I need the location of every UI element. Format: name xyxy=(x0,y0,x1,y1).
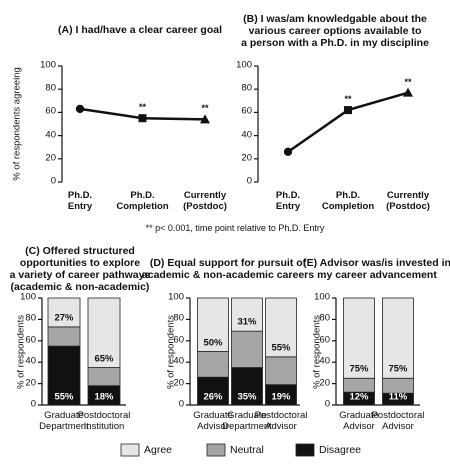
bar-segment xyxy=(343,297,375,379)
value-label: 75% xyxy=(349,363,369,375)
y-tick-label: 20 xyxy=(319,377,330,389)
value-label: 18% xyxy=(94,391,114,403)
bar-segment xyxy=(47,345,81,406)
value-label: 26% xyxy=(203,391,223,403)
y-tick-label: 80 xyxy=(25,312,36,324)
y-tick-label: 80 xyxy=(173,312,184,324)
value-label: 31% xyxy=(237,316,257,328)
x-tick-label: Graduate Department xyxy=(39,410,89,432)
bar-segment xyxy=(231,297,263,332)
y-tick-label: 60 xyxy=(45,105,56,117)
y-tick-label: 80 xyxy=(45,82,56,94)
annotation: ** xyxy=(404,76,412,87)
marker xyxy=(75,104,85,114)
marker xyxy=(283,147,293,157)
y-tick-label: 0 xyxy=(324,398,330,410)
marker xyxy=(344,106,352,115)
y-tick-label: 60 xyxy=(241,105,252,117)
marker xyxy=(403,87,413,97)
x-tick-label: Currently (Postdoc) xyxy=(183,190,227,212)
bar-segment xyxy=(382,297,414,379)
annotation: ** xyxy=(344,93,352,104)
value-label: 11% xyxy=(388,391,408,403)
x-tick-label: Graduate Department xyxy=(222,410,272,432)
x-tick-label: Ph.D. Completion xyxy=(321,190,375,212)
value-label: 65% xyxy=(94,353,114,365)
y-tick-label: 100 xyxy=(314,291,330,303)
x-tick-label: Ph.D. Entry xyxy=(275,190,301,212)
y-tick-label: 40 xyxy=(173,355,184,367)
bar-segment xyxy=(343,377,375,393)
value-label: 35% xyxy=(237,391,257,403)
legend-swatch xyxy=(206,443,226,457)
bar-segment xyxy=(231,330,263,368)
y-tick-label: 40 xyxy=(241,129,252,141)
y-tick-label: 0 xyxy=(50,175,56,187)
y-tick-label: 20 xyxy=(241,152,252,164)
y-tick-label: 100 xyxy=(236,59,252,71)
bar-segment xyxy=(197,351,229,378)
chart-title: (E) Advisor was/is invested in my career… xyxy=(303,256,450,281)
x-tick-label: Postdoctoral Institution xyxy=(77,410,131,432)
y-tick-label: 60 xyxy=(319,334,330,346)
x-tick-label: Ph.D. Entry xyxy=(67,190,93,212)
marker xyxy=(200,114,210,124)
legend-swatch xyxy=(295,443,315,457)
annotation: ** xyxy=(201,103,209,114)
y-tick-label: 80 xyxy=(241,82,252,94)
y-tick-label: 0 xyxy=(178,398,184,410)
bar-segment xyxy=(197,376,229,406)
y-tick-label: 100 xyxy=(40,59,56,71)
y-tick-label: 40 xyxy=(25,355,36,367)
chart-title: (C) Offered structured opportunities to … xyxy=(9,244,151,294)
y-tick-label: 20 xyxy=(173,377,184,389)
y-tick-label: 20 xyxy=(45,152,56,164)
value-label: 19% xyxy=(271,391,291,403)
x-tick-label: Graduate Advisor xyxy=(339,410,379,432)
legend-label: Neutral xyxy=(230,443,264,456)
legend-label: Agree xyxy=(144,443,173,456)
bar-segment xyxy=(265,356,297,386)
value-label: 75% xyxy=(388,363,408,375)
y-tick-label: 80 xyxy=(319,312,330,324)
legend-swatch xyxy=(120,443,140,457)
bar-segment xyxy=(47,297,81,328)
marker xyxy=(138,114,147,123)
y-tick-label: 100 xyxy=(20,291,36,303)
y-axis-label: % of respondents agreeing xyxy=(11,67,23,181)
annotation: ** xyxy=(138,102,147,113)
y-tick-label: 60 xyxy=(173,334,184,346)
chart-title: (D) Equal support for pursuit of academi… xyxy=(141,256,315,281)
y-tick-label: 40 xyxy=(319,355,330,367)
value-label: 55% xyxy=(54,391,74,403)
y-tick-label: 20 xyxy=(25,377,36,389)
bar-segment xyxy=(87,297,121,368)
bar-segment xyxy=(197,297,229,352)
legend-label: Disagree xyxy=(319,443,362,456)
y-tick-label: 0 xyxy=(30,398,36,410)
y-tick-label: 100 xyxy=(168,291,184,303)
x-tick-label: Ph.D. Completion xyxy=(116,190,169,212)
footnote: ** p< 0.001, time point relative to Ph.D… xyxy=(145,222,325,233)
bar-segment xyxy=(87,367,121,387)
chart-title: (A) I had/have a clear career goal xyxy=(58,23,222,36)
y-tick-label: 0 xyxy=(246,175,252,187)
y-tick-label: 40 xyxy=(45,129,56,141)
value-label: 12% xyxy=(349,391,369,403)
y-tick-label: 60 xyxy=(25,334,36,346)
x-tick-label: Currently (Postdoc) xyxy=(386,190,430,212)
x-tick-label: Postdoctoral Advisor xyxy=(254,410,308,432)
bar-segment xyxy=(265,297,297,358)
bar-segment xyxy=(47,326,81,347)
x-tick-label: Graduate Advisor xyxy=(193,410,233,432)
value-label: 55% xyxy=(271,342,291,354)
chart-title: (B) I was/am knowledgable about the vari… xyxy=(241,12,429,50)
value-label: 50% xyxy=(203,337,223,349)
x-tick-label: Postdoctoral Advisor xyxy=(371,410,425,432)
value-label: 27% xyxy=(54,312,74,324)
